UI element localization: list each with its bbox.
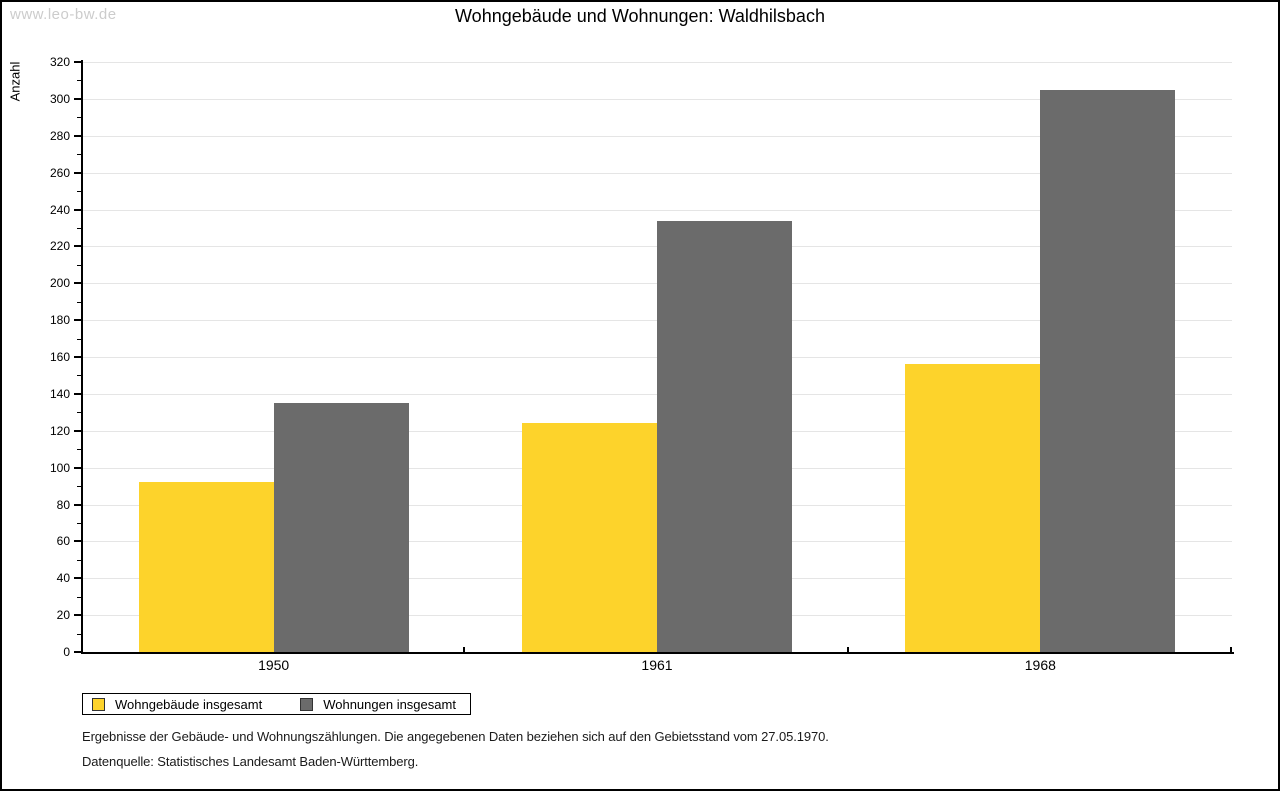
y-tick-label-0: 0 xyxy=(63,645,70,659)
y-minor-tick-310 xyxy=(77,80,81,82)
y-tick-200 xyxy=(74,282,81,285)
y-tick-140 xyxy=(74,392,81,395)
y-minor-tick-10 xyxy=(77,633,81,635)
y-tick-80 xyxy=(74,503,81,506)
y-tick-label-160: 160 xyxy=(49,350,70,364)
bar-wohnungen-1961 xyxy=(657,220,792,652)
y-minor-tick-210 xyxy=(77,264,81,266)
watermark: www.leo-bw.de xyxy=(10,6,117,23)
gridline-320 xyxy=(82,62,1232,63)
plot-area xyxy=(82,62,1232,652)
y-tick-220 xyxy=(74,245,81,248)
legend-swatch-wohngebaeude xyxy=(92,697,105,711)
y-minor-tick-150 xyxy=(77,375,81,377)
legend-label-wohngebaeude: Wohngebäude insgesamt xyxy=(115,696,263,712)
y-tick-320 xyxy=(74,61,81,63)
y-tick-240 xyxy=(74,208,81,211)
y-minor-tick-70 xyxy=(77,522,81,524)
footer-source: Datenquelle: Statistisches Landesamt Bad… xyxy=(82,754,419,769)
bar-wohngebaeude-1968 xyxy=(905,364,1041,652)
legend: Wohngebäude insgesamt Wohnungen insgesamt xyxy=(82,693,471,715)
y-tick-120 xyxy=(74,429,81,432)
gridline-240 xyxy=(82,209,1232,211)
y-minor-tick-190 xyxy=(77,301,81,303)
y-tick-100 xyxy=(74,466,81,469)
x-boundary-tick-2 xyxy=(847,647,849,652)
x-category-label-1968: 1968 xyxy=(1024,657,1056,673)
y-tick-label-180: 180 xyxy=(49,313,70,328)
bar-wohngebaeude-1961 xyxy=(522,423,657,652)
legend-item-wohnungen: Wohnungen insgesamt xyxy=(300,697,456,712)
gridline-300 xyxy=(82,98,1232,100)
y-minor-tick-50 xyxy=(77,559,81,561)
y-tick-260 xyxy=(74,171,81,174)
y-minor-tick-250 xyxy=(77,191,81,193)
y-tick-label-60: 60 xyxy=(56,534,70,549)
legend-label-wohnungen: Wohnungen insgesamt xyxy=(323,696,456,712)
y-tick-160 xyxy=(74,356,81,358)
footer-note: Ergebnisse der Gebäude- und Wohnungszähl… xyxy=(82,729,829,744)
y-tick-label-300: 300 xyxy=(49,91,70,106)
x-category-label-1950: 1950 xyxy=(258,657,290,673)
y-axis-title: Anzahl xyxy=(7,61,23,102)
gridline-280 xyxy=(82,135,1232,137)
y-tick-label-40: 40 xyxy=(56,571,70,586)
y-tick-label-140: 140 xyxy=(49,386,70,401)
y-tick-label-260: 260 xyxy=(49,165,70,180)
legend-swatch-wohnungen xyxy=(300,697,314,711)
bar-wohnungen-1950 xyxy=(273,403,409,652)
y-minor-tick-90 xyxy=(77,486,81,488)
y-minor-tick-30 xyxy=(77,596,81,598)
y-minor-tick-130 xyxy=(77,412,81,414)
y-minor-tick-270 xyxy=(77,154,81,156)
y-tick-180 xyxy=(74,319,81,322)
y-tick-label-320: 320 xyxy=(49,55,70,69)
y-tick-label-220: 220 xyxy=(49,239,70,254)
y-minor-tick-110 xyxy=(77,449,81,451)
y-tick-label-80: 80 xyxy=(56,497,70,512)
y-minor-tick-230 xyxy=(77,227,81,229)
gridline-260 xyxy=(82,172,1232,174)
bar-wohngebaeude-1950 xyxy=(138,482,274,652)
y-tick-60 xyxy=(74,540,81,543)
y-tick-label-240: 240 xyxy=(49,202,70,217)
page-title: Wohngebäude und Wohnungen: Waldhilsbach xyxy=(455,6,825,26)
y-minor-tick-290 xyxy=(77,117,81,119)
y-axis-line xyxy=(81,60,83,654)
x-boundary-tick-1 xyxy=(463,647,465,652)
y-tick-280 xyxy=(74,134,81,137)
y-tick-label-120: 120 xyxy=(49,423,70,438)
y-tick-40 xyxy=(74,577,81,580)
bar-wohnungen-1968 xyxy=(1040,89,1176,652)
y-tick-300 xyxy=(74,97,81,100)
y-tick-label-100: 100 xyxy=(49,460,70,475)
y-tick-20 xyxy=(74,614,81,617)
legend-item-wohngebaeude: Wohngebäude insgesamt xyxy=(92,697,262,712)
y-tick-label-280: 280 xyxy=(49,128,70,143)
y-tick-label-200: 200 xyxy=(49,276,70,291)
y-tick-0 xyxy=(74,651,81,653)
x-boundary-tick-3 xyxy=(1230,647,1232,652)
x-axis-line xyxy=(81,652,1234,654)
y-minor-tick-170 xyxy=(77,338,81,340)
x-category-label-1961: 1961 xyxy=(641,657,673,673)
y-tick-label-20: 20 xyxy=(56,608,70,623)
